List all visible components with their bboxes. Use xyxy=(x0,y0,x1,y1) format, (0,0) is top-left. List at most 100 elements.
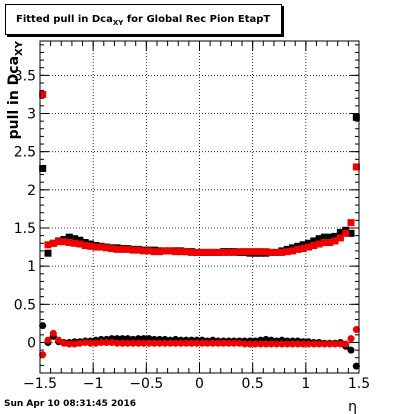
sigma-point xyxy=(60,238,68,246)
x-tick-label: 1.5 xyxy=(348,376,370,392)
sigma-point xyxy=(347,219,355,227)
sigma-point xyxy=(251,248,259,256)
sigma-point xyxy=(108,245,116,253)
mean-point xyxy=(39,322,47,330)
sigma-point xyxy=(49,239,57,247)
chart-marks xyxy=(39,90,360,370)
sigma-point xyxy=(315,240,323,248)
mean-point xyxy=(108,338,116,346)
mean-point xyxy=(49,329,57,337)
sigma-point xyxy=(336,229,344,237)
sigma-point xyxy=(166,247,174,255)
sigma-point xyxy=(320,238,328,246)
sigma-point xyxy=(289,247,297,255)
sigma-point xyxy=(230,248,238,256)
sigma-point xyxy=(326,233,334,241)
sigma-point xyxy=(44,241,52,249)
chart-title-prefix: Fitted pull in Dca xyxy=(16,14,113,25)
sigma-point xyxy=(134,246,142,254)
sigma-point xyxy=(241,248,249,256)
sigma-point xyxy=(156,248,164,256)
sigma-point xyxy=(235,248,243,256)
mean-point xyxy=(71,340,79,348)
sigma-point xyxy=(262,248,270,256)
grid xyxy=(39,41,360,373)
chart-title-subscript: XY xyxy=(112,19,124,27)
tick-labels: −1.5 −1 −0.5 0 0.5 1 1.5 0 0.5 1 1.5 2 2.5 3 3.5 xyxy=(14,68,370,392)
sigma-point xyxy=(198,248,206,256)
mean-point xyxy=(347,346,355,354)
mean-point xyxy=(310,340,318,348)
sigma-point xyxy=(336,234,344,242)
sigma-point xyxy=(177,248,185,256)
mean-point xyxy=(177,339,185,347)
sigma-point xyxy=(352,163,360,171)
sigma-point xyxy=(299,241,307,249)
mean-point xyxy=(140,339,148,347)
sigma-point xyxy=(214,248,222,256)
sigma-point xyxy=(161,247,169,255)
mean-point xyxy=(352,362,360,370)
sigma-point xyxy=(39,90,47,98)
timestamp: Sun Apr 10 08:31:45 2016 xyxy=(4,399,137,409)
y-tick-label: 1 xyxy=(27,259,36,275)
mean-point xyxy=(65,340,73,348)
chart-title-suffix: for Global Rec Pion EtapT xyxy=(123,14,271,25)
sigma-point xyxy=(102,244,110,252)
sigma-point xyxy=(326,238,334,246)
sigma-point xyxy=(304,239,312,247)
sigma-point xyxy=(129,246,137,254)
mean-point xyxy=(289,340,297,348)
mean-point xyxy=(182,339,190,347)
mean-point xyxy=(161,339,169,347)
mean-point xyxy=(352,325,360,333)
sigma-point xyxy=(140,247,148,255)
x-tick-label: 0.5 xyxy=(242,376,264,392)
chart-title-box: Fitted pull in DcaXY for Global Rec Pion… xyxy=(5,4,282,35)
sigma-point xyxy=(124,245,132,253)
sigma-point xyxy=(55,238,63,246)
sigma-point xyxy=(172,248,180,256)
sigma-point xyxy=(315,235,323,243)
mean-point xyxy=(235,339,243,347)
mean-point xyxy=(246,340,254,348)
mean-point xyxy=(92,339,100,347)
sigma-point xyxy=(347,229,355,237)
mean-point xyxy=(278,340,286,348)
y-tick-label: 2.5 xyxy=(14,145,36,161)
mean-point xyxy=(294,340,302,348)
y-axis-label: pull in DcaXY xyxy=(6,40,25,139)
sigma-point xyxy=(76,236,84,244)
mean-point xyxy=(273,340,281,348)
mean-point xyxy=(81,338,89,346)
mean-point xyxy=(172,339,180,347)
sigma-point xyxy=(97,243,105,251)
sigma-point xyxy=(331,237,339,245)
mean-point xyxy=(87,339,95,347)
mean-point xyxy=(102,338,110,346)
sigma-point xyxy=(278,248,286,256)
x-tick-label: 1 xyxy=(301,376,310,392)
mean-point xyxy=(331,340,339,348)
mean-point xyxy=(198,339,206,347)
sigma-point xyxy=(283,248,291,256)
y-axis-label-main: pull in Dca xyxy=(6,56,22,139)
mean-point xyxy=(315,340,323,348)
y-tick-label: 1.5 xyxy=(14,221,36,237)
mean-point xyxy=(60,339,68,347)
mean-point xyxy=(342,340,350,348)
sigma-point xyxy=(182,248,190,256)
sigma-point xyxy=(273,248,281,256)
y-tick-label: 0 xyxy=(27,335,36,351)
mean-point xyxy=(129,339,137,347)
mean-point xyxy=(55,336,63,344)
mean-point xyxy=(188,339,196,347)
mean-point xyxy=(209,339,217,347)
mean-point xyxy=(134,339,142,347)
mean-point xyxy=(156,339,164,347)
sigma-point xyxy=(310,237,318,245)
sigma-point xyxy=(257,248,265,256)
y-tick-label: 2 xyxy=(27,183,36,199)
sigma-point xyxy=(150,248,158,256)
